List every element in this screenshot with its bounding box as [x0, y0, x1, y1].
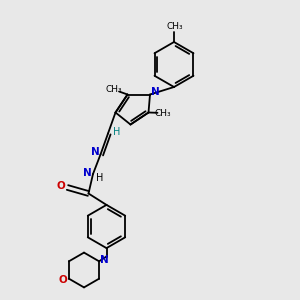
Text: N: N	[151, 87, 160, 98]
Text: O: O	[58, 275, 67, 285]
Text: N: N	[83, 168, 92, 178]
Text: CH₃: CH₃	[106, 85, 122, 94]
Text: CH₃: CH₃	[154, 109, 171, 118]
Text: N: N	[91, 147, 100, 157]
Text: H: H	[96, 172, 103, 183]
Text: H: H	[113, 127, 120, 137]
Text: CH₃: CH₃	[166, 22, 183, 31]
Text: N: N	[100, 255, 109, 265]
Text: O: O	[56, 181, 65, 191]
